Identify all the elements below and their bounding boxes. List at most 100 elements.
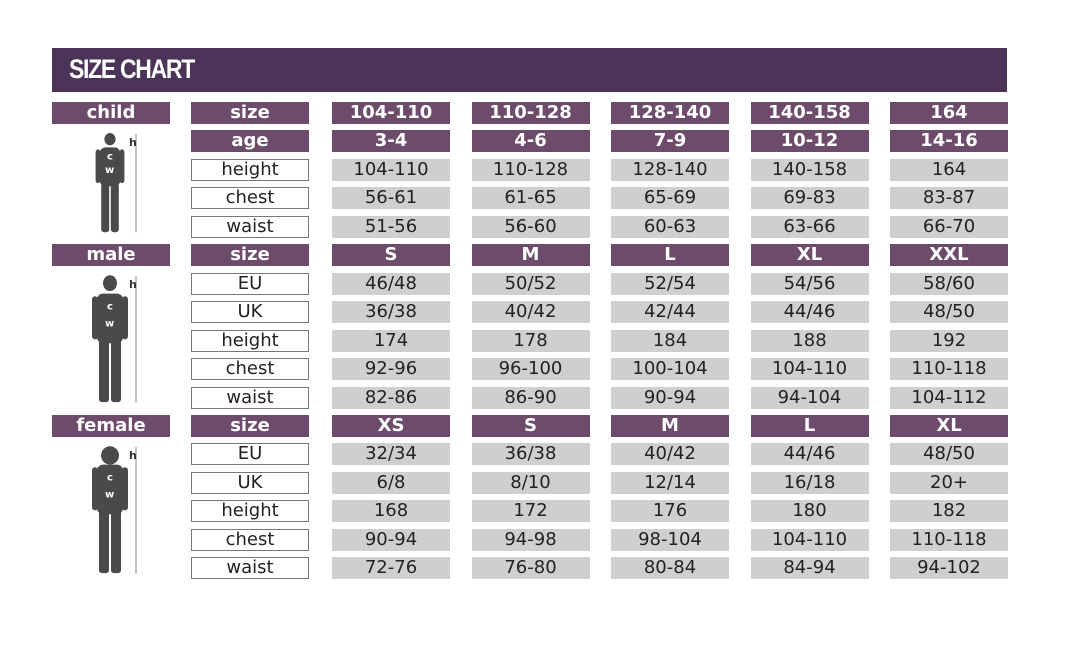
column-header: 3-4	[332, 130, 450, 153]
value-cell: 104-110	[332, 158, 450, 181]
group-label-female: female	[52, 414, 170, 437]
value-cell: 50/52	[471, 272, 590, 295]
value-cell: 16/18	[750, 471, 869, 494]
page-title: SIZE CHART	[69, 54, 195, 84]
row-label: waist	[191, 557, 309, 580]
group-label-male: male	[52, 244, 170, 267]
value-cell: 48/50	[890, 443, 1008, 466]
value-cell: 83-87	[890, 187, 1008, 210]
group-label-child: child	[52, 102, 170, 124]
value-cell: 36/38	[471, 443, 590, 466]
value-cell: 51-56	[332, 215, 450, 238]
value-cell: 168	[332, 500, 450, 523]
value-cell: 6/8	[332, 471, 450, 494]
value-cell: 180	[750, 500, 869, 523]
row-label: waist	[191, 386, 309, 409]
waist-mark: w	[105, 165, 114, 176]
height-mark: h	[129, 449, 137, 462]
value-cell: 12/14	[611, 471, 729, 494]
value-cell: 42/44	[611, 301, 729, 324]
value-cell: 80-84	[611, 557, 729, 580]
column-header: 110-128	[471, 102, 590, 124]
value-cell: 128-140	[611, 158, 729, 181]
column-header: 14-16	[890, 130, 1008, 153]
value-cell: 94-98	[471, 528, 590, 551]
column-header: 164	[890, 102, 1008, 124]
row-label: UK	[191, 471, 309, 494]
height-mark: h	[129, 136, 137, 149]
value-cell: 90-94	[611, 386, 729, 409]
column-header: M	[471, 244, 590, 267]
chest-mark: c	[107, 472, 113, 483]
height-mark: h	[129, 278, 137, 291]
row-label: chest	[191, 358, 309, 381]
value-cell: 192	[890, 329, 1008, 352]
value-cell: 110-118	[890, 358, 1008, 381]
row-label: height	[191, 158, 309, 181]
value-cell: 60-63	[611, 215, 729, 238]
value-cell: 32/34	[332, 443, 450, 466]
value-cell: 56-61	[332, 187, 450, 210]
value-cell: 174	[332, 329, 450, 352]
column-header: 4-6	[471, 130, 590, 153]
row-label: size	[191, 414, 309, 437]
value-cell: 44/46	[750, 301, 869, 324]
column-header: S	[471, 414, 590, 437]
value-cell: 96-100	[471, 358, 590, 381]
female-figure: h c w	[88, 445, 148, 580]
column-header: XS	[332, 414, 450, 437]
value-cell: 140-158	[750, 158, 869, 181]
row-label: waist	[191, 215, 309, 238]
waist-mark: w	[105, 319, 114, 330]
value-cell: 65-69	[611, 187, 729, 210]
row-label: EU	[191, 443, 309, 466]
value-cell: 52/54	[611, 272, 729, 295]
value-cell: 36/38	[332, 301, 450, 324]
value-cell: 92-96	[332, 358, 450, 381]
value-cell: 61-65	[471, 187, 590, 210]
row-label: size	[191, 102, 309, 124]
value-cell: 182	[890, 500, 1008, 523]
column-header: S	[332, 244, 450, 267]
value-cell: 63-66	[750, 215, 869, 238]
column-header: 10-12	[750, 130, 869, 153]
value-cell: 56-60	[471, 215, 590, 238]
value-cell: 178	[471, 329, 590, 352]
value-cell: 84-94	[750, 557, 869, 580]
column-header: 140-158	[750, 102, 869, 124]
column-header: XL	[750, 244, 869, 267]
value-cell: 66-70	[890, 215, 1008, 238]
value-cell: 82-86	[332, 386, 450, 409]
column-header: L	[750, 414, 869, 437]
male-figure: h c w	[88, 274, 148, 409]
value-cell: 40/42	[611, 443, 729, 466]
value-cell: 104-110	[750, 528, 869, 551]
value-cell: 58/60	[890, 272, 1008, 295]
value-cell: 90-94	[332, 528, 450, 551]
value-cell: 44/46	[750, 443, 869, 466]
value-cell: 94-104	[750, 386, 869, 409]
value-cell: 69-83	[750, 187, 869, 210]
child-silhouette-icon: h c w	[95, 133, 137, 233]
value-cell: 104-110	[750, 358, 869, 381]
value-cell: 40/42	[471, 301, 590, 324]
title-bar: SIZE CHART	[52, 48, 1007, 92]
chest-mark: c	[107, 302, 113, 313]
row-label: chest	[191, 528, 309, 551]
value-cell: 72-76	[332, 557, 450, 580]
chest-mark: c	[107, 152, 113, 163]
value-cell: 110-118	[890, 528, 1008, 551]
value-cell: 164	[890, 158, 1008, 181]
row-label: height	[191, 329, 309, 352]
column-header: L	[611, 244, 729, 267]
value-cell: 184	[611, 329, 729, 352]
value-cell: 76-80	[471, 557, 590, 580]
column-header: M	[611, 414, 729, 437]
female-silhouette-icon: h c w	[92, 446, 137, 574]
child-figure: h c w	[88, 132, 148, 238]
column-header: 128-140	[611, 102, 729, 124]
row-label: UK	[191, 301, 309, 324]
row-label: height	[191, 500, 309, 523]
value-cell: 94-102	[890, 557, 1008, 580]
value-cell: 110-128	[471, 158, 590, 181]
